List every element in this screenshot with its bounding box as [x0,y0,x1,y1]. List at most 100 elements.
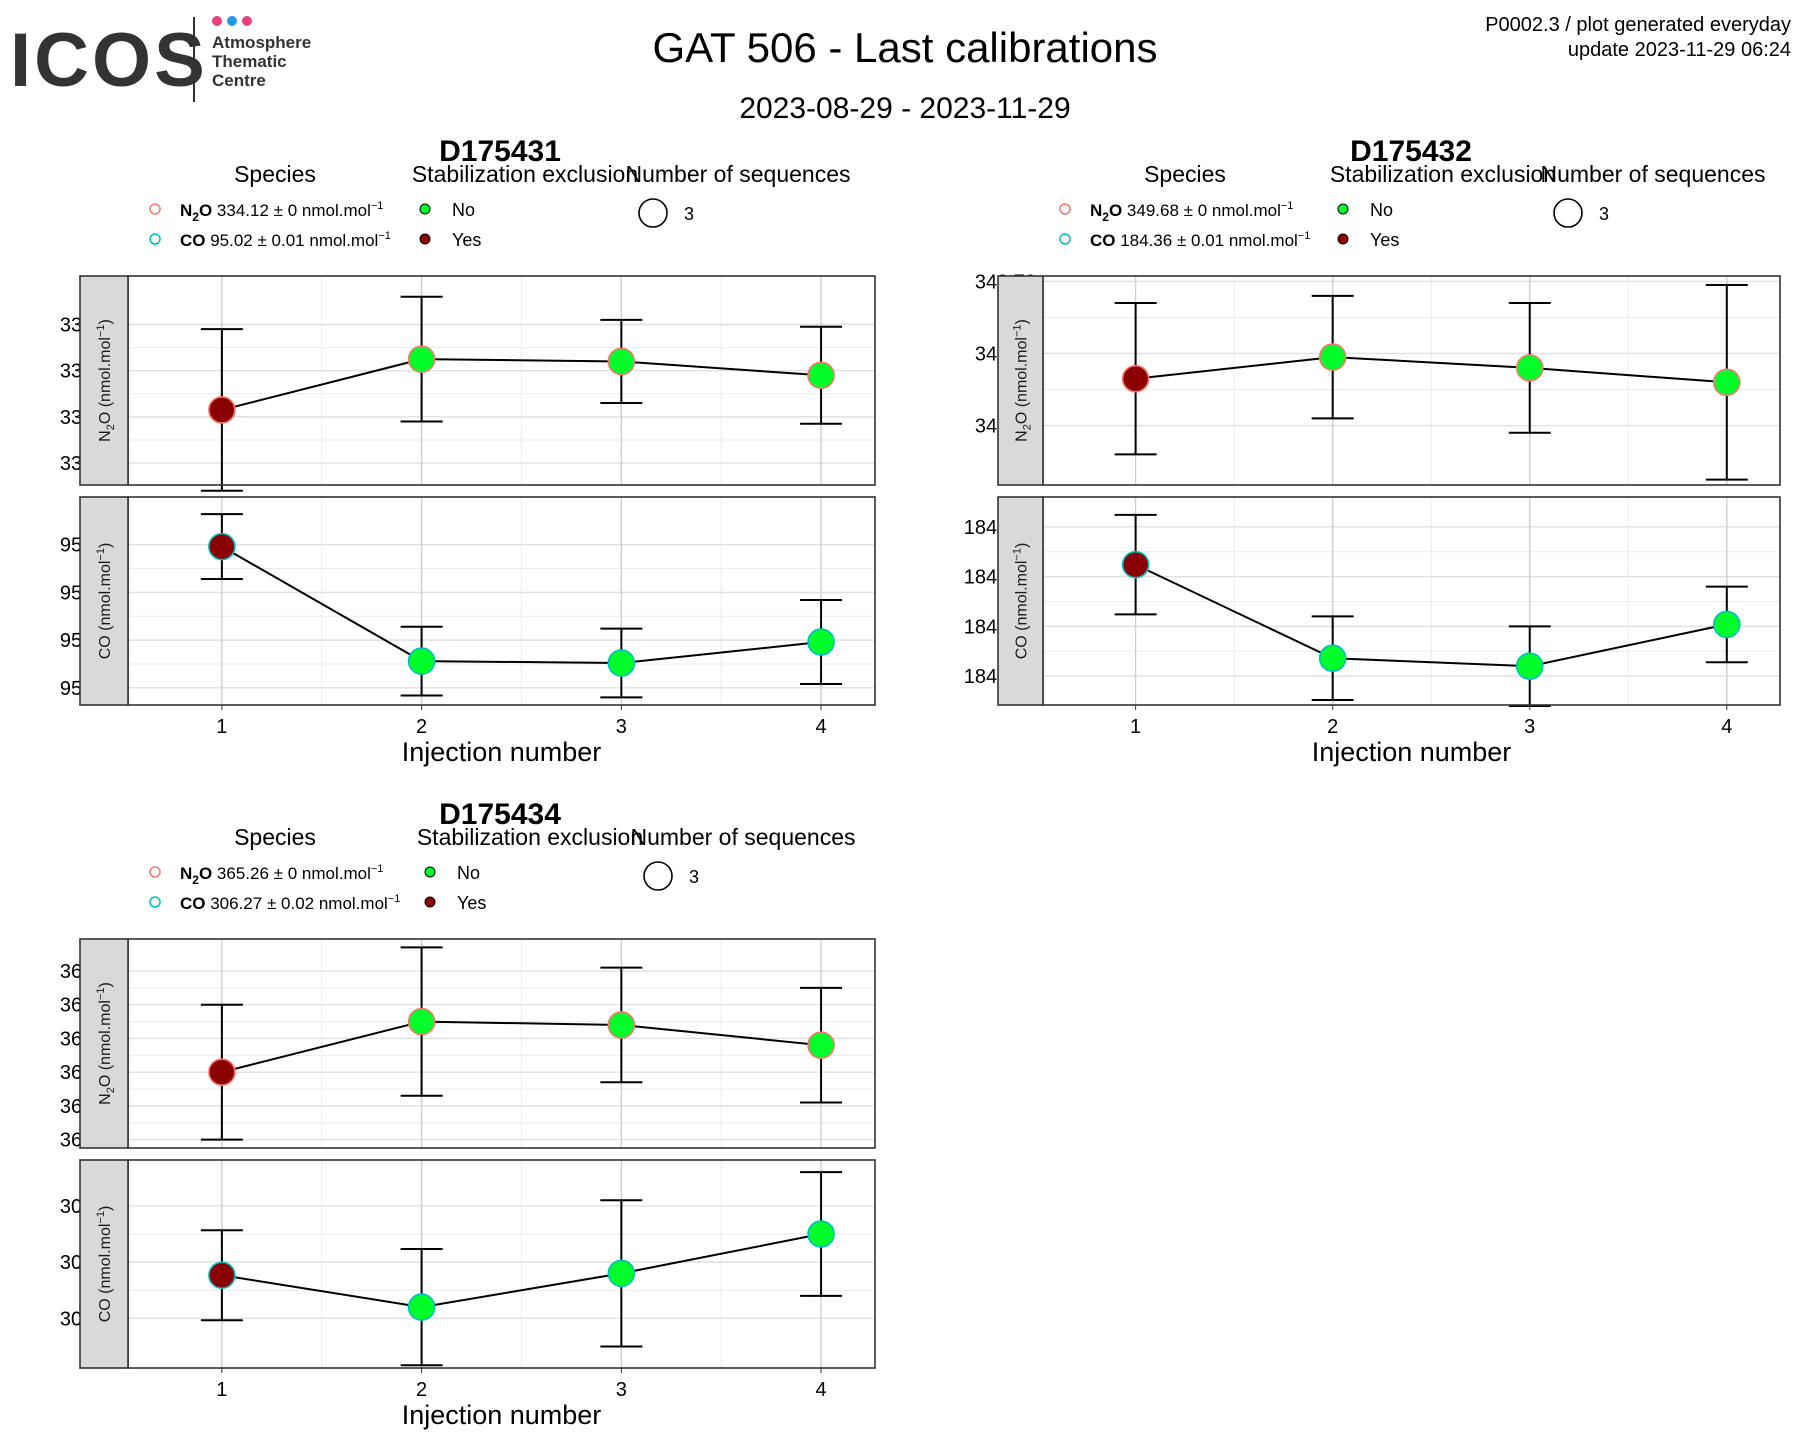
text-span: 2 [105,1087,117,1093]
chart-D175431: D175431 Species Stabilization exclusionNum… [60,135,876,767]
text-span: nmol.mol [1207,201,1281,220]
data-point [1515,354,1544,382]
legend-key-no [419,203,431,215]
text-span: CO (nmol.mol [1014,561,1031,660]
text-span: nmol.mol [314,894,388,913]
text-span: −1 [1012,548,1024,561]
legend-title-species: Species [1144,161,1226,187]
text-span: −1 [1298,230,1311,242]
data-point [607,649,636,677]
legend-label-yes: Yes [457,893,486,913]
text-span: 184.36 [1116,231,1173,250]
text-span: ± [269,201,288,220]
legend-key-sequences [1553,198,1583,228]
legend-title-sequences: Number of sequences [630,824,855,850]
legend-key-yes [419,233,431,245]
logo-sub-line-1: Atmosphere [212,33,311,52]
text-span: 0 [288,201,297,220]
legend-label-no: No [452,200,475,220]
series-line [221,358,822,411]
text-span: O (nmol.mol [97,1000,114,1087]
text-span: −1 [388,893,401,905]
text-span: N [1014,430,1031,442]
legend-label-yes: Yes [1370,230,1399,250]
text-span: −1 [378,230,391,242]
data-point [1121,364,1150,393]
x-tick-label: 1 [216,1379,227,1401]
text-span: nmol.mol [1224,231,1298,250]
data-point [1121,550,1150,579]
data-point [607,347,636,376]
panel-n2o: 365.23365.24365.25365.26365.27365.28N2O … [60,938,876,1152]
chart-D175432: D175432 Species Stabilization exclusionNum… [964,135,1781,767]
text-span: 2 [192,210,199,224]
x-tick-label: 4 [1721,716,1732,738]
legend-label-no: No [457,863,480,883]
facet-strip-label: N2O (nmol.mol−1) [95,982,117,1105]
series-line [221,545,822,665]
legend-label-sequences: 3 [689,867,699,887]
text-span: nmol.mol [297,201,371,220]
legend-label-sequences: 3 [684,204,694,224]
legend-title-stabilization: Stabilization exclusion [412,161,638,187]
text-span: N [180,201,192,220]
legend-key-N2O [149,203,161,215]
facet-strip [997,275,1044,486]
text-span: −1 [95,1211,107,1224]
logo-wordmark: ICOS [10,18,208,103]
text-span: ± [253,231,272,250]
panel-background [128,939,875,1148]
x-tick-label: 3 [1524,716,1535,738]
x-axis-label: Injection number [1312,737,1512,767]
panel-background [128,1160,875,1368]
data-point [208,532,236,561]
text-span: ± [269,864,288,883]
text-span: 0.02 [281,894,314,913]
text-span: −1 [1012,324,1024,337]
page-title: GAT 506 - Last calibrations [652,24,1157,71]
text-span: CO [180,231,206,250]
x-tick-label: 3 [616,716,627,738]
text-span: O [1109,201,1122,220]
text-span: CO (nmol.mol [97,1224,114,1323]
panel-co: 184.350184.375184.400184.425CO (nmol.mol… [964,496,1781,707]
facet-strip [79,1159,129,1369]
meta-update-time: update 2023-11-29 06:24 [1568,39,1791,61]
chart-title: D175432 [1350,135,1472,168]
data-point [607,1011,636,1039]
text-span: 306.27 [206,894,263,913]
text-span: 0 [288,864,297,883]
x-tick-label: 4 [816,1379,827,1401]
data-point [807,628,835,656]
text-span: 349.68 [1122,201,1179,220]
text-span: −1 [371,863,384,875]
facet-strip-label: CO (nmol.mol−1) [95,1206,114,1323]
chart-D175434: D175434 Species Stabilization exclusionNum… [60,798,876,1430]
data-point [407,345,436,373]
data-point [1318,644,1347,673]
panel-background [128,497,875,705]
legend-title-sequences: Number of sequences [625,161,850,187]
text-span: CO (nmol.mol [97,561,114,660]
legend-key-sequences [638,198,668,228]
text-span: ) [97,982,114,987]
panel-co: 95.00095.02595.05095.075CO (nmol.mol−1) [60,496,876,706]
series-line [221,1233,822,1309]
text-span: ± [1172,231,1191,250]
x-tick-label: 1 [1130,716,1141,738]
legend-label-CO: CO 184.36 ± 0.01 nmol.mol−1 [1090,230,1310,250]
data-point [407,1293,436,1321]
legend-key-no [424,866,436,878]
legend-label-sequences: 3 [1599,204,1609,224]
legend-label-yes: Yes [452,230,481,250]
x-tick-label: 4 [816,716,827,738]
text-span: ) [97,543,114,548]
legend-title-stabilization: Stabilization exclusion [1330,161,1556,187]
text-span: −1 [95,548,107,561]
legend-key-no [1337,203,1349,215]
text-span: 2 [192,873,199,887]
text-span: O [199,201,212,220]
text-span: 0.01 [1191,231,1224,250]
